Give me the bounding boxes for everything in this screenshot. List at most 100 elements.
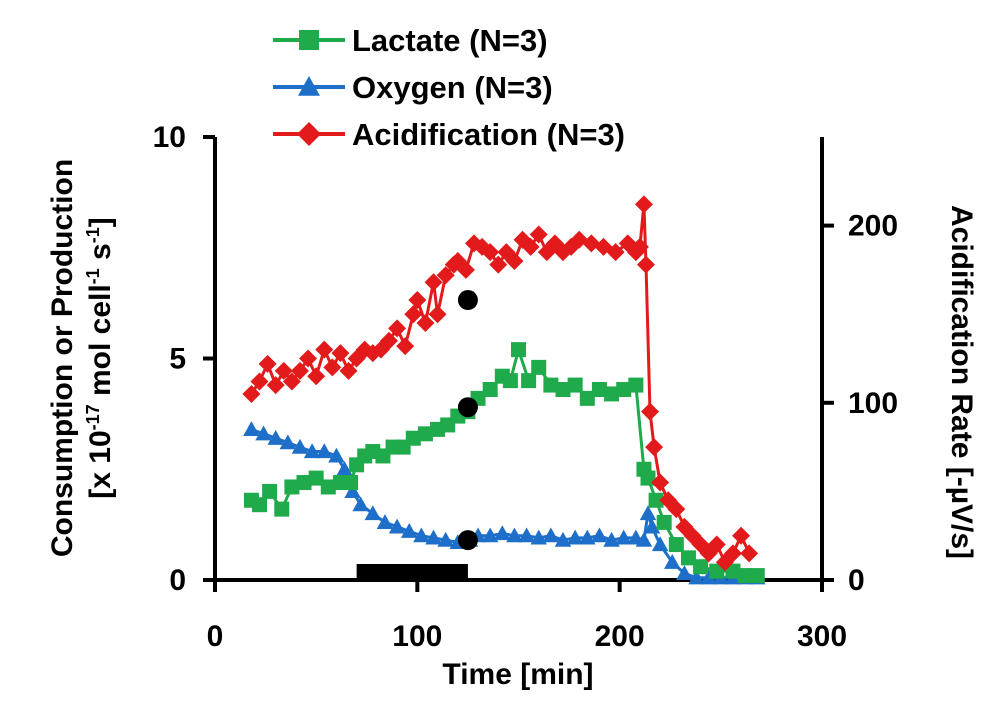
y-axis-label-line2: [x 10-17 mol cell-1 s-1]: [83, 217, 117, 499]
data-point: [376, 514, 394, 530]
data-point: [315, 340, 334, 359]
data-point: [331, 344, 350, 363]
x-tick-label: 0: [207, 620, 224, 653]
data-point: [732, 526, 751, 545]
data-point: [243, 421, 260, 436]
data-point: [567, 377, 583, 393]
data-point: [255, 425, 272, 441]
data-point: [737, 568, 753, 584]
data-point: [636, 255, 655, 274]
data-point: [688, 569, 705, 585]
data-point: [542, 527, 560, 543]
highlight-dot: [457, 530, 478, 551]
ylabel-exp-1: -17: [83, 404, 103, 430]
data-point: [436, 266, 455, 285]
data-point: [616, 382, 632, 398]
data-point: [591, 527, 608, 543]
data-point: [603, 531, 620, 547]
data-point: [521, 373, 537, 389]
x-tick-label: 300: [797, 620, 847, 653]
data-point: [456, 260, 475, 279]
data-point: [250, 372, 269, 391]
y-axis-label-line1: Consumption or Production: [46, 159, 79, 557]
data-point: [437, 531, 454, 547]
treatment-bar: [356, 564, 468, 580]
y2-tick-label: 0: [848, 564, 865, 597]
highlight-dot: [457, 290, 478, 311]
ylabel-part-suffix: ]: [84, 217, 117, 227]
data-point: [628, 377, 644, 393]
data-point: [676, 565, 693, 580]
data-point: [511, 342, 526, 358]
data-point: [352, 496, 369, 512]
data-point: [405, 430, 421, 446]
data-point: [635, 531, 653, 547]
ylabel-part-mid2: s: [84, 243, 117, 268]
data-point: [316, 443, 333, 459]
data-point: [723, 544, 742, 563]
data-point: [579, 529, 596, 545]
data-point: [530, 529, 547, 545]
data-point: [282, 372, 301, 391]
data-point: [400, 523, 418, 538]
data-point: [274, 361, 293, 380]
data-point: [640, 470, 656, 486]
x-axis-label: Time [min]: [442, 658, 593, 691]
legend-item: Lactate (N=3): [273, 23, 548, 58]
data-point: [740, 544, 759, 563]
data-point: [667, 500, 686, 519]
data-point: [505, 252, 524, 271]
data-point: [303, 443, 321, 459]
data-point: [555, 382, 571, 398]
data-point: [700, 569, 717, 585]
data-point: [296, 475, 312, 491]
legend-item: Acidification (N=3): [273, 117, 625, 152]
series-layer: [242, 195, 766, 585]
data-point: [274, 501, 290, 517]
data-point: [518, 527, 535, 543]
series-line: [250, 427, 758, 580]
data-point: [489, 255, 508, 274]
data-point: [506, 527, 523, 543]
annotations: [356, 564, 468, 580]
legend: Lactate (N=3) Oxygen (N=3) Acidification (…: [273, 23, 625, 152]
data-point: [725, 563, 741, 579]
data-point: [543, 377, 559, 393]
data-point: [380, 331, 399, 350]
data-point: [554, 531, 572, 547]
data-point: [404, 305, 423, 324]
data-point: [388, 319, 407, 338]
data-point: [482, 382, 498, 398]
data-point: [242, 384, 261, 403]
data-point: [641, 402, 660, 421]
data-point: [709, 563, 725, 579]
data-point: [651, 536, 669, 552]
data-point: [615, 529, 632, 545]
y2-tick-label: 200: [848, 210, 898, 243]
data-point: [481, 527, 499, 543]
data-point: [388, 518, 406, 534]
data-point: [343, 475, 359, 491]
data-point: [668, 537, 684, 553]
data-point: [643, 518, 661, 534]
legend-label: Acidification (N=3): [352, 117, 625, 152]
data-point: [328, 447, 345, 463]
data-point: [424, 273, 443, 292]
data-point: [651, 473, 670, 492]
ylabel-part-prefix: [x 10: [84, 430, 117, 498]
data-point: [428, 305, 447, 324]
y2-axis-label: Acidification Rate [-µV/s]: [945, 205, 978, 559]
y-tick-label: 10: [153, 121, 186, 154]
data-point: [645, 438, 664, 457]
data-point: [566, 529, 584, 545]
ylabel-exp-2: -1: [83, 268, 103, 284]
data-point: [320, 479, 336, 495]
data-point: [606, 243, 625, 262]
data-point: [323, 358, 342, 377]
legend-label: Oxygen (N=3): [352, 70, 553, 105]
legend-item: Oxygen (N=3): [273, 70, 553, 105]
data-point: [425, 529, 442, 545]
data-point: [494, 525, 511, 541]
